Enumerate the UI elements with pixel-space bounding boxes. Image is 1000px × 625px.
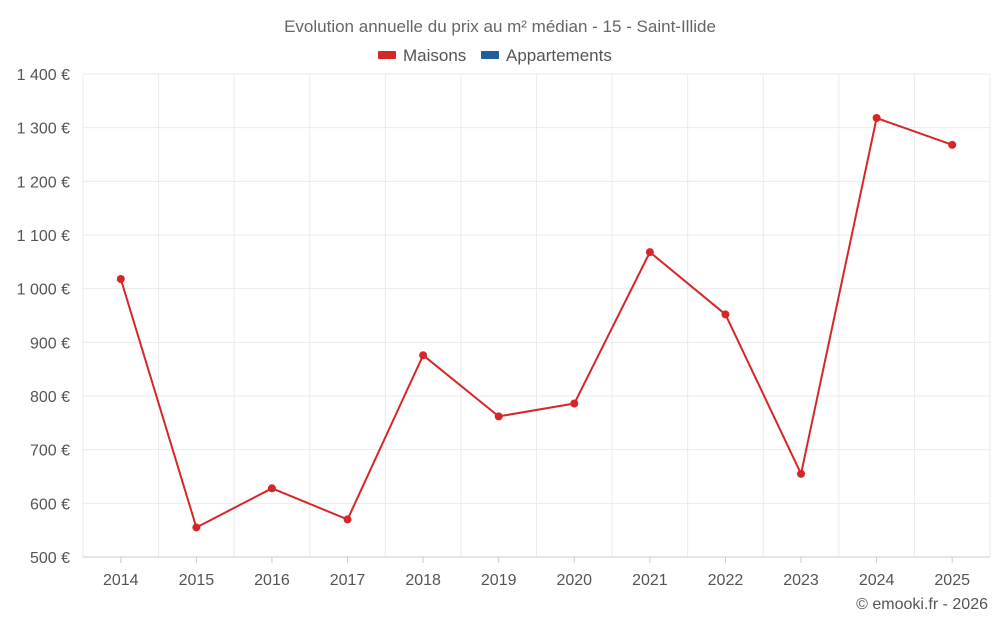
chart-title: Evolution annuelle du prix au m² médian … xyxy=(284,17,716,36)
x-tick-label: 2016 xyxy=(254,572,290,589)
data-point[interactable] xyxy=(570,399,579,408)
series-line-maisons xyxy=(119,117,953,529)
y-axis: 500 € 600 € 700 € 800 € 900 € 1 000 € 1 100 € 1… xyxy=(17,67,70,567)
x-tick-label: 2020 xyxy=(556,572,592,589)
x-tick-label: 2017 xyxy=(330,572,366,589)
x-tick-label: 2014 xyxy=(103,572,139,589)
y-tick-label: 900 € xyxy=(30,335,70,352)
data-point[interactable] xyxy=(267,484,276,493)
data-point[interactable] xyxy=(948,140,957,149)
x-tick-label: 2021 xyxy=(632,572,668,589)
y-tick-label: 500 € xyxy=(30,550,70,567)
data-point[interactable] xyxy=(797,469,806,478)
credit-text: © emooki.fr - 2026 xyxy=(856,596,988,613)
x-tick-label: 2022 xyxy=(708,572,744,589)
data-point[interactable] xyxy=(116,275,125,284)
legend-swatch-maisons xyxy=(378,51,396,59)
y-tick-label: 1 000 € xyxy=(17,282,70,299)
legend-label-appartements[interactable]: Appartements xyxy=(506,46,612,65)
data-point[interactable] xyxy=(645,248,654,257)
x-tick-label: 2018 xyxy=(405,572,441,589)
y-tick-label: 1 200 € xyxy=(17,174,70,191)
x-tick-label: 2015 xyxy=(179,572,215,589)
x-tick-label: 2019 xyxy=(481,572,517,589)
x-axis: 2014 2015 2016 2017 2018 2019 2020 2021 2022 2023… xyxy=(83,556,990,589)
data-point[interactable] xyxy=(192,523,201,532)
plot-area xyxy=(116,114,957,532)
x-tick-label: 2025 xyxy=(934,572,970,589)
y-tick-label: 600 € xyxy=(30,496,70,513)
data-point[interactable] xyxy=(721,310,730,319)
y-tick-label: 700 € xyxy=(30,443,70,460)
grid xyxy=(82,73,991,557)
data-point[interactable] xyxy=(872,114,881,123)
x-tick-label: 2024 xyxy=(859,572,895,589)
legend: Maisons Appartements xyxy=(378,46,612,65)
legend-label-maisons[interactable]: Maisons xyxy=(403,46,466,65)
legend-swatch-appartements xyxy=(481,51,499,59)
y-tick-label: 1 100 € xyxy=(17,228,70,245)
y-tick-label: 800 € xyxy=(30,389,70,406)
x-tick-label: 2023 xyxy=(783,572,819,589)
y-tick-label: 1 400 € xyxy=(17,67,70,84)
data-point[interactable] xyxy=(494,412,503,421)
data-point[interactable] xyxy=(343,515,352,524)
y-tick-label: 1 300 € xyxy=(17,121,70,138)
data-point[interactable] xyxy=(419,351,428,360)
